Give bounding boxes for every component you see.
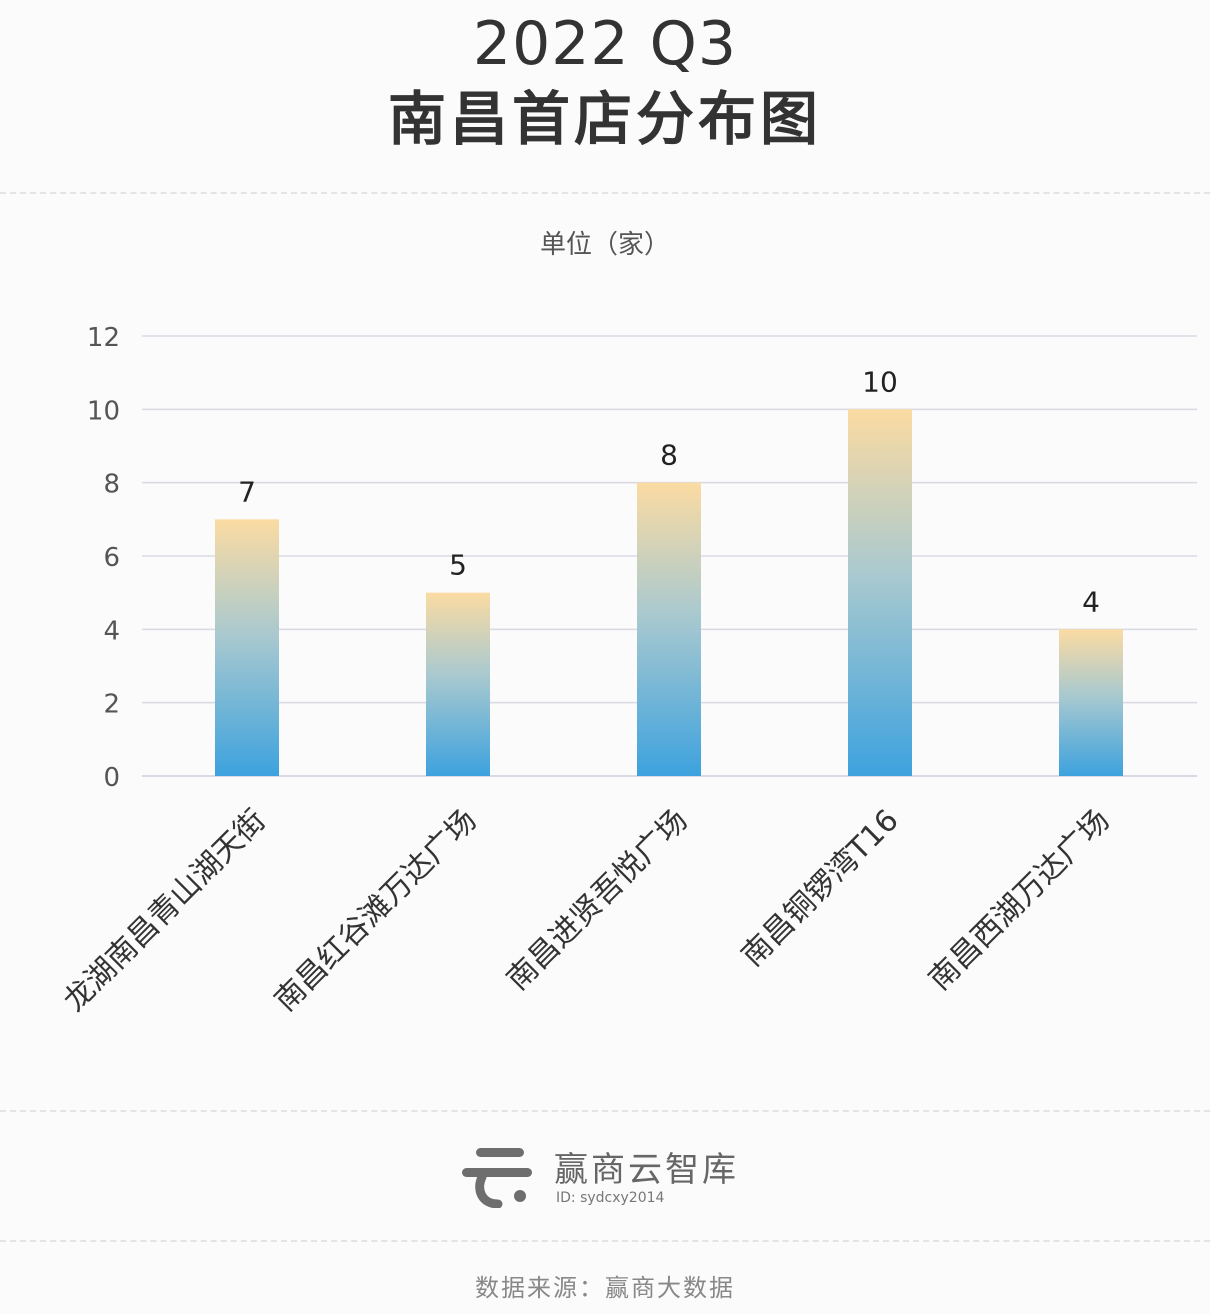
y-tick-label: 6 xyxy=(103,543,120,573)
unit-label: 单位（家） xyxy=(539,230,670,260)
data-labels: 7 5 8 10 4 xyxy=(238,365,1100,618)
bar xyxy=(848,409,912,776)
x-tick-label: 南昌红谷滩万达广场 xyxy=(268,803,484,1019)
bar xyxy=(1059,629,1123,776)
bar xyxy=(215,519,279,776)
data-source: 数据来源：赢商大数据 xyxy=(475,1274,735,1302)
divider-middle xyxy=(0,1110,1210,1112)
data-label: 5 xyxy=(449,549,467,582)
brand-id: ID: sydcxy2014 xyxy=(556,1190,665,1206)
chart-title: 2022 Q3 南昌首店分布图 xyxy=(0,14,1210,148)
divider-bottom xyxy=(0,1240,1210,1242)
title-line-1: 2022 Q3 xyxy=(472,9,738,79)
title-line-2: 南昌首店分布图 xyxy=(387,85,822,153)
y-tick-label: 4 xyxy=(103,616,120,646)
divider-top xyxy=(0,192,1210,194)
x-tick-label: 南昌进贤吾悦广场 xyxy=(500,803,694,997)
y-tick-label: 8 xyxy=(103,470,120,500)
winshang-logo-icon xyxy=(462,1148,532,1208)
x-tick-label: 龙湖南昌青山湖天街 xyxy=(57,803,273,1019)
x-tick-label: 南昌铜锣湾T16 xyxy=(735,803,906,974)
y-tick-label: 0 xyxy=(103,763,120,793)
y-tick-label: 2 xyxy=(103,690,120,720)
brand-logo: 赢商云智库 ID: sydcxy2014 xyxy=(460,1140,760,1212)
data-label: 8 xyxy=(660,439,678,472)
y-tick-label: 12 xyxy=(87,323,120,353)
bars xyxy=(215,409,1123,776)
data-label: 10 xyxy=(862,365,898,398)
data-label: 7 xyxy=(238,475,256,508)
data-label: 4 xyxy=(1082,585,1100,618)
brand-name: 赢商云智库 xyxy=(554,1150,739,1190)
bar xyxy=(637,482,701,776)
bar xyxy=(426,592,490,776)
y-tick-label: 10 xyxy=(87,396,120,426)
x-tick-label: 南昌西湖万达广场 xyxy=(922,803,1116,997)
y-axis-ticks: 0 2 4 6 8 10 12 xyxy=(87,323,120,793)
